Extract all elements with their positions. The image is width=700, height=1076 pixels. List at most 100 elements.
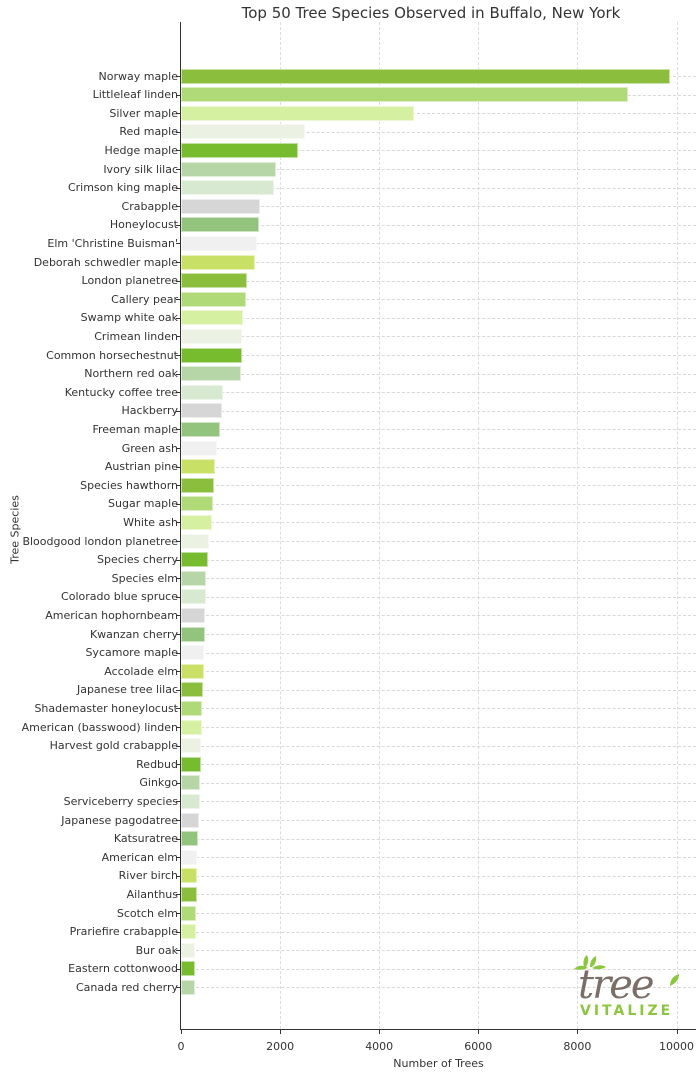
y-gridline	[181, 206, 696, 208]
y-tick-label: Shademaster honeylocust	[34, 701, 178, 715]
y-gridline	[181, 485, 696, 487]
bar	[181, 142, 298, 158]
y-tick	[176, 950, 180, 952]
y-tick-label: American elm	[101, 850, 178, 864]
y-gridline	[181, 875, 696, 877]
bar	[181, 645, 204, 661]
y-gridline	[181, 727, 696, 728]
bar	[181, 124, 305, 140]
y-tick-label: Northern red oak	[84, 367, 178, 381]
x-axis-line	[180, 1029, 696, 1030]
bar	[181, 886, 197, 902]
y-tick-label: Species cherry	[97, 553, 178, 567]
y-tick	[176, 150, 180, 152]
y-tick	[176, 317, 180, 319]
y-tick	[176, 503, 180, 505]
x-tick-label: 0	[177, 1040, 185, 1053]
y-tick-label: Hackberry	[121, 404, 178, 418]
bar	[181, 849, 198, 865]
y-tick-label: Scotch elm	[116, 906, 178, 920]
y-tick	[176, 708, 180, 710]
bar	[181, 384, 224, 400]
bar	[181, 217, 259, 233]
y-gridline	[181, 373, 696, 375]
y-gridline	[181, 745, 696, 747]
y-tick-label: Crimson king maple	[67, 181, 178, 195]
y-tick	[176, 355, 180, 356]
y-gridline	[181, 410, 696, 412]
y-tick	[176, 894, 180, 896]
x-gridline	[379, 22, 381, 1029]
x-tick	[280, 1030, 282, 1034]
y-tick-label: Common horsechestnut	[46, 348, 178, 362]
y-tick	[176, 224, 180, 226]
y-tick	[176, 429, 180, 431]
bar	[181, 87, 629, 103]
y-tick-label: American hophornbeam	[45, 608, 178, 622]
y-tick-label: White ash	[123, 515, 178, 529]
x-tick	[181, 1030, 182, 1034]
x-gridline	[280, 22, 282, 1029]
y-tick	[176, 820, 180, 821]
y-tick	[176, 634, 180, 635]
bar	[181, 552, 208, 568]
bar	[181, 440, 217, 456]
y-tick-label: Redbud	[136, 757, 178, 771]
y-gridline	[181, 950, 696, 952]
y-tick-label: Austrian pine	[104, 460, 178, 474]
y-tick	[176, 913, 180, 914]
y-tick-label: Accolade elm	[104, 664, 178, 678]
y-tick	[176, 578, 180, 580]
y-gridline	[181, 857, 696, 859]
y-tick	[176, 243, 180, 245]
x-gridline	[478, 22, 480, 1029]
y-tick-label: Harvest gold crabapple	[49, 739, 178, 753]
y-tick	[176, 801, 180, 803]
small-leaf-icon	[670, 974, 679, 986]
y-tick	[176, 392, 180, 394]
x-tick	[676, 1030, 678, 1034]
y-gridline	[181, 820, 696, 821]
x-tick-label: 10000	[659, 1040, 694, 1053]
y-tick-label: Ginkgo	[139, 776, 178, 790]
y-tick	[176, 838, 180, 840]
y-tick-label: Bloodgood london planetree	[22, 534, 178, 548]
y-gridline	[181, 392, 696, 394]
y-tick-label: Canada red cherry	[75, 980, 178, 994]
y-gridline	[181, 503, 696, 505]
y-gridline	[181, 150, 696, 152]
x-gridline	[577, 22, 579, 1029]
y-tick	[176, 94, 180, 96]
y-tick-label: London planetree	[81, 274, 178, 288]
x-tick-label: 4000	[365, 1040, 394, 1053]
x-tick-label: 6000	[464, 1040, 493, 1053]
y-tick	[176, 689, 180, 691]
y-gridline	[181, 448, 696, 449]
y-tick-label: Green ash	[121, 441, 178, 455]
y-tick-label: Honeylocust	[109, 218, 178, 232]
y-tick-label: Crimean linden	[94, 329, 178, 343]
bar	[181, 905, 197, 921]
y-tick	[176, 727, 180, 728]
y-tick	[176, 764, 180, 766]
y-gridline	[181, 931, 696, 933]
y-tick-label: Kentucky coffee tree	[64, 385, 178, 399]
x-tick-label: 2000	[266, 1040, 295, 1053]
y-tick-label: Freeman maple	[92, 422, 178, 436]
y-tick	[176, 448, 180, 449]
y-tick	[176, 931, 180, 933]
bar	[181, 328, 243, 344]
bar	[181, 254, 255, 270]
y-tick-label: American (basswood) linden	[21, 720, 178, 734]
y-gridline	[181, 913, 696, 914]
y-tick	[176, 280, 180, 282]
bar	[181, 961, 196, 977]
y-tick-label: Bur oak	[135, 943, 178, 957]
bar	[181, 682, 204, 698]
y-gridline	[181, 968, 696, 970]
y-gridline	[181, 987, 696, 989]
y-gridline	[181, 336, 696, 338]
bar	[181, 793, 201, 809]
y-tick	[176, 745, 180, 747]
y-tick-label: Elm 'Christine Buisman'	[47, 236, 178, 250]
